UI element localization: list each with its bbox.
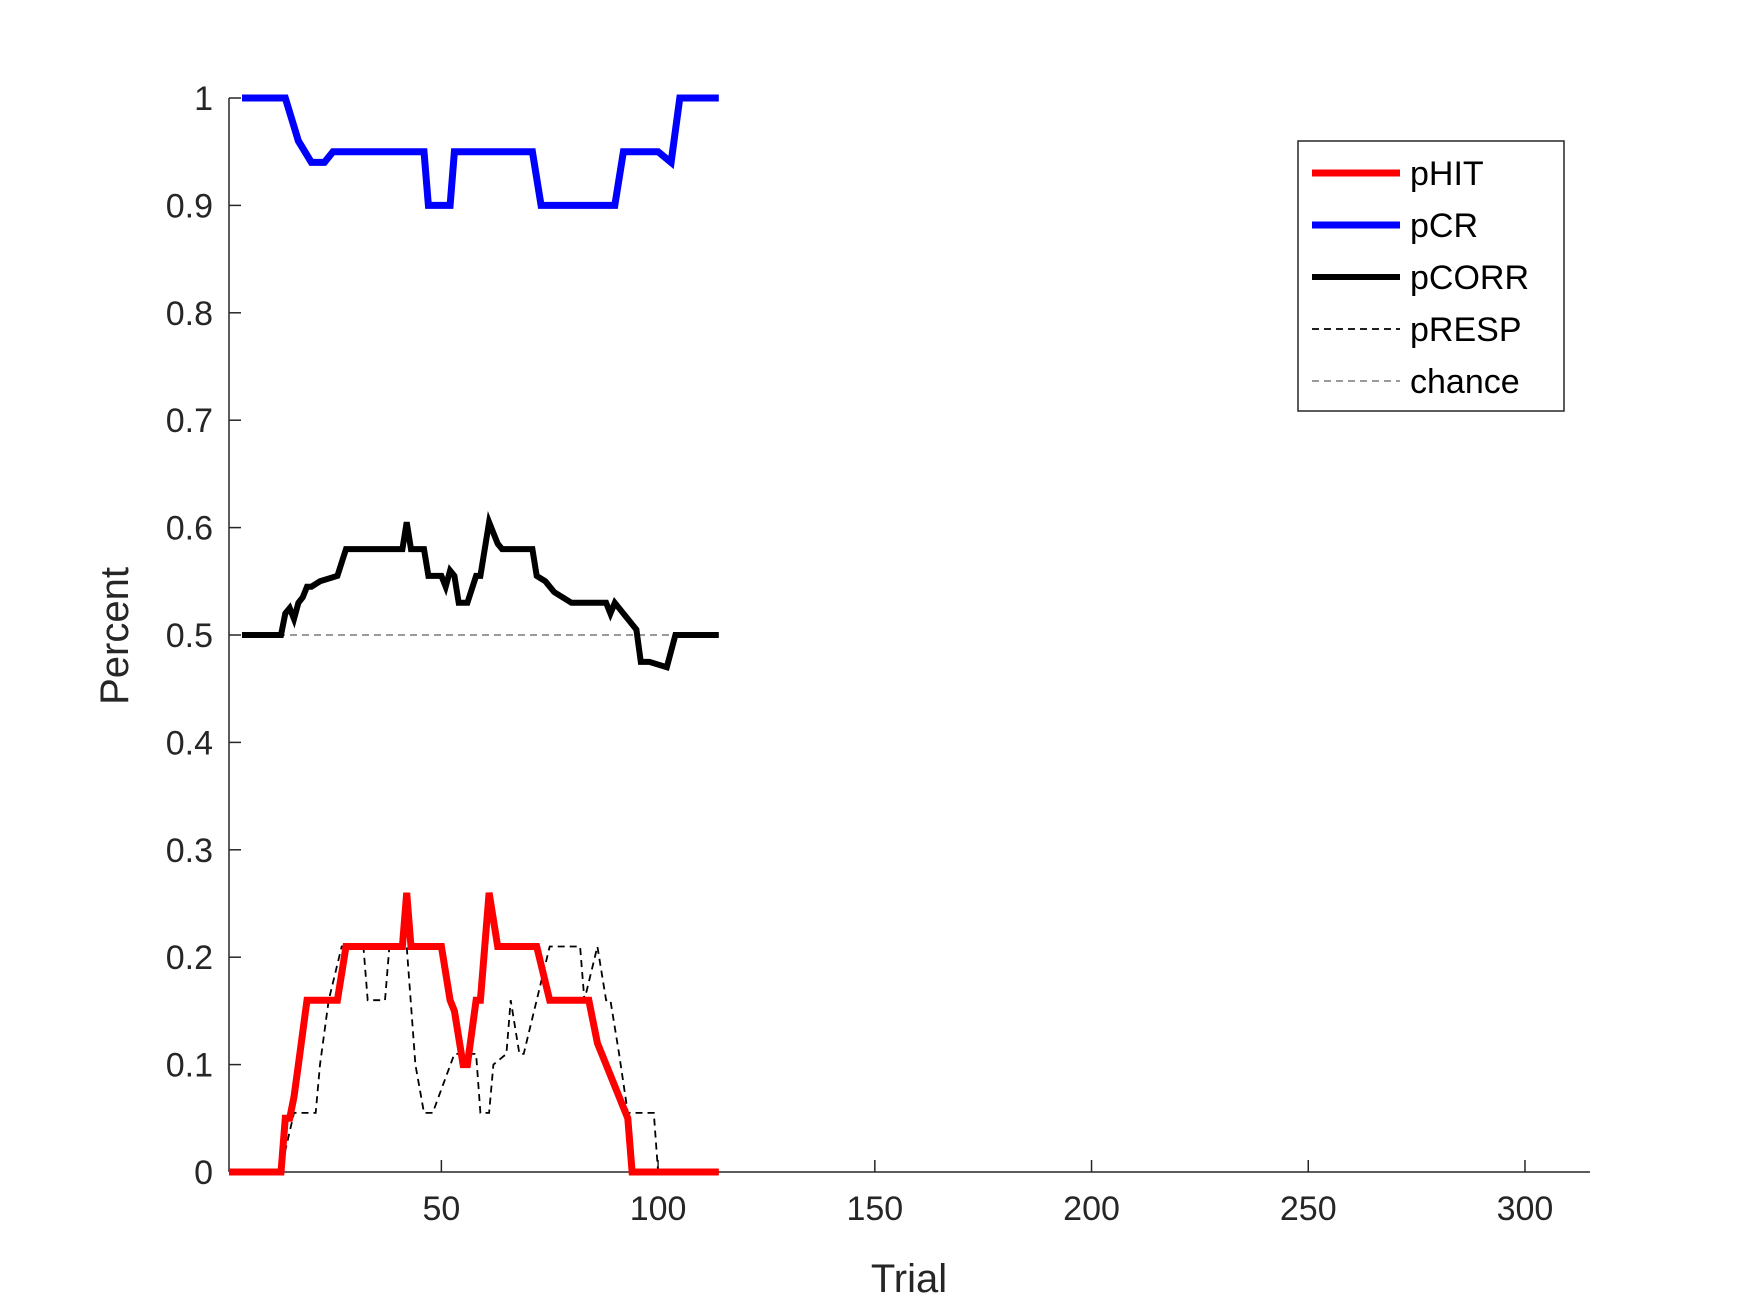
y-tick-label: 0.6 [166,510,213,548]
y-tick-label: 0.2 [166,939,213,977]
x-tick-label: 250 [1280,1190,1337,1228]
y-tick-label: 0 [194,1154,213,1192]
legend-item-chance: chance [1312,363,1520,401]
legend-item-phit: pHIT [1312,155,1484,193]
y-tick-label: 1 [194,80,213,118]
x-axis-label: Trial [871,1257,947,1301]
x-tick-label: 300 [1497,1190,1554,1228]
legend-label: pRESP [1410,311,1522,349]
x-tick-label: 200 [1063,1190,1120,1228]
series-line-pcorr [242,511,719,671]
x-tick-label: 150 [846,1190,903,1228]
y-tick-label: 0.4 [166,724,213,762]
legend-label: pHIT [1410,155,1484,193]
legend: pHIT pCR pCORR pRESP chance [1297,140,1565,412]
series-line-phit [229,892,719,1176]
legend-item-presp: pRESP [1312,311,1522,349]
x-tick-label: 100 [630,1190,687,1228]
y-tick-label: 0.1 [166,1047,213,1085]
series-layer [229,94,719,1176]
legend-item-pcorr: pCORR [1312,259,1529,297]
y-tick-label: 0.3 [166,832,213,870]
y-tick-label: 0.5 [166,617,213,655]
legend-item-pcr: pCR [1312,207,1478,245]
y-tick-label: 0.9 [166,187,213,225]
y-tick-label: 0.7 [166,402,213,440]
y-axis-label: Percent [93,567,137,705]
legend-label: chance [1410,363,1520,401]
series-line-pcr [242,94,719,209]
legend-label: pCORR [1410,259,1529,297]
y-tick-label: 0.8 [166,295,213,333]
x-tick-label: 50 [422,1190,460,1228]
legend-label: pCR [1410,207,1478,245]
series-line-presp [229,945,719,1173]
